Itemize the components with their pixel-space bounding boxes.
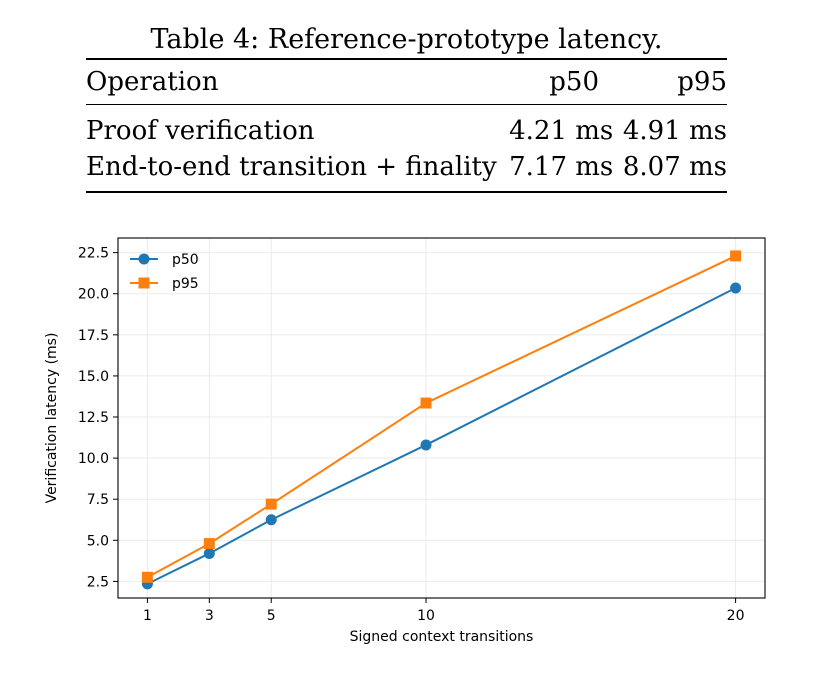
header-p50: p50	[549, 67, 599, 97]
row-p50: 7.17 ms	[509, 152, 614, 182]
y-tick-label: 17.5	[78, 328, 109, 344]
bottom-rule	[86, 191, 727, 193]
legend-label: p50	[172, 252, 199, 268]
y-tick-label: 2.5	[87, 574, 109, 590]
header-operation: Operation	[86, 67, 219, 97]
row-p95: 8.07 ms	[622, 152, 727, 182]
legend-marker	[138, 277, 150, 289]
y-tick-label: 5.0	[87, 533, 109, 549]
y-tick-label: 20.0	[78, 287, 109, 303]
legend-marker	[138, 253, 150, 265]
latency-table-body: Proof verification 4.21 ms 4.91 ms End-t…	[86, 105, 727, 191]
x-axis-label: Signed context transitions	[350, 629, 534, 645]
y-tick-label: 10.0	[78, 451, 109, 467]
series-layer	[141, 250, 742, 590]
grid-lines	[118, 238, 765, 598]
row-operation: End-to-end transition + finality	[86, 152, 497, 182]
y-tick-label: 7.5	[87, 492, 109, 508]
data-point-p95	[203, 538, 215, 550]
data-point-p50	[265, 514, 277, 526]
x-tick-label: 5	[267, 608, 276, 624]
legend: p50 p95	[130, 252, 199, 292]
table-row: Proof verification 4.21 ms 4.91 ms	[86, 105, 727, 149]
row-operation: Proof verification	[86, 116, 315, 146]
data-point-p95	[420, 397, 432, 409]
series-p50	[141, 282, 742, 590]
row-p50: 4.21 ms	[509, 116, 614, 146]
legend-label: p95	[172, 276, 199, 292]
table-caption: Table 4: Reference-prototype latency.	[150, 24, 663, 55]
x-tick-label: 20	[727, 608, 745, 624]
axis-ticks: 1 3 5 10 20 2.5 5.0 7.5 10.0 12.5 15.0 17.5 20.0 22.5	[78, 246, 745, 624]
legend-entry-p95: p95	[130, 276, 199, 292]
data-point-p95	[730, 250, 742, 262]
data-point-p50	[203, 547, 215, 559]
legend-entry-p50: p50	[130, 252, 199, 268]
row-p95: 4.91 ms	[622, 116, 727, 146]
mid-rule	[86, 104, 727, 105]
latency-line-chart: 1 3 5 10 20 2.5 5.0 7.5 10.0 12.5 15.0 17.5 20.0 22.5…	[44, 237, 766, 645]
latency-table-block: Table 4: Reference-prototype latency. Op…	[86, 22, 727, 193]
plot-frame	[117, 237, 766, 599]
latency-table: Operation p50 p95	[86, 60, 727, 104]
y-tick-label: 22.5	[78, 246, 109, 262]
series-p95	[141, 250, 742, 583]
x-tick-label: 1	[143, 608, 152, 624]
data-point-p50	[420, 439, 432, 451]
y-axis-label: Verification latency (ms)	[44, 333, 60, 504]
x-tick-label: 10	[417, 608, 435, 624]
data-point-p95	[265, 498, 277, 510]
y-tick-label: 12.5	[78, 410, 109, 426]
header-p95: p95	[677, 67, 727, 97]
x-tick-label: 3	[205, 608, 214, 624]
data-point-p95	[141, 571, 153, 583]
table-header-row: Operation p50 p95	[86, 60, 727, 104]
series-line-p50	[146, 287, 737, 585]
y-tick-label: 15.0	[78, 369, 109, 385]
top-rule	[86, 58, 727, 60]
data-point-p50	[730, 282, 742, 294]
table-row: End-to-end transition + finality 7.17 ms…	[86, 149, 727, 191]
